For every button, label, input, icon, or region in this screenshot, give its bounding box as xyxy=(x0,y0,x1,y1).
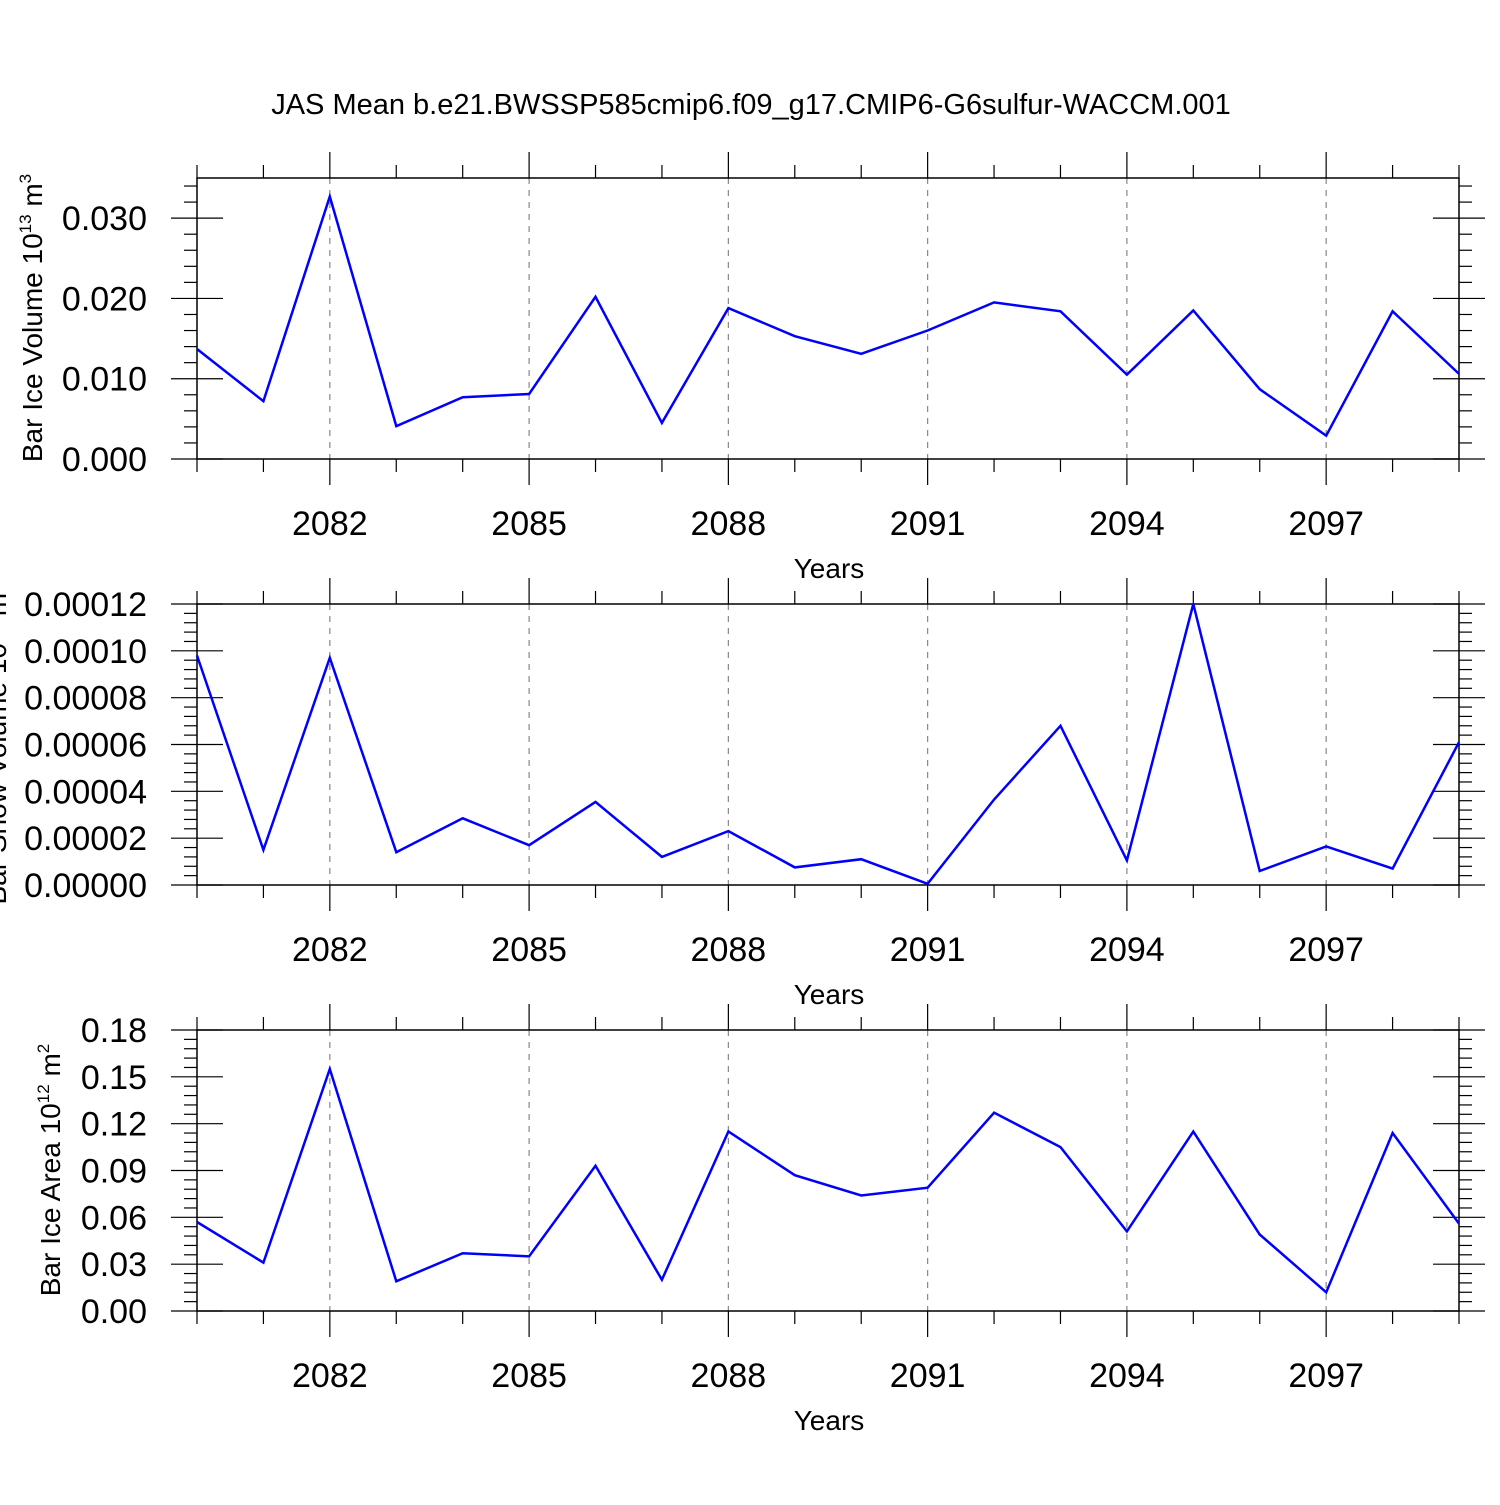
y-tick-label: 0.12 xyxy=(81,1106,147,1144)
x-tick-label: 2085 xyxy=(491,931,567,969)
y-tick-label: 0.09 xyxy=(81,1153,147,1191)
x-axis-label: Years xyxy=(794,979,865,1010)
y-axis-label: Bar Ice Area 1012 m2 xyxy=(34,1044,66,1297)
series-line xyxy=(197,1069,1459,1292)
y-axis-label: Bar Snow Volume 1013 m3 xyxy=(0,584,12,905)
panel-3: 2082 2085 2088 2091 2094 2097 Years 0.00 0.03 0.0… xyxy=(34,1004,1485,1436)
y-tick-label: 0.030 xyxy=(62,200,147,238)
x-tick-label: 2094 xyxy=(1089,931,1165,969)
series-line xyxy=(197,197,1459,436)
x-axis-label: Years xyxy=(794,1405,865,1436)
y-tick-label: 0.00006 xyxy=(24,727,147,765)
x-tick-label: 2088 xyxy=(691,505,767,543)
x-tick-label: 2088 xyxy=(691,1357,767,1395)
y-tick-label: 0.00000 xyxy=(24,867,147,905)
x-tick-label: 2091 xyxy=(890,1357,966,1395)
panel-1: 2082 2085 2088 2091 2094 2097 Years 0.000 0.010 0… xyxy=(16,152,1485,584)
y-axis-label: Bar Ice Volume 1013 m3 xyxy=(16,174,48,462)
x-tick-label: 2097 xyxy=(1288,1357,1364,1395)
x-tick-label: 2082 xyxy=(292,1357,368,1395)
y-tick-label: 0.00008 xyxy=(24,680,147,718)
plot-frame xyxy=(197,178,1459,459)
x-tick-label: 2094 xyxy=(1089,1357,1165,1395)
y-tick-label: 0.15 xyxy=(81,1059,147,1097)
x-tick-label: 2091 xyxy=(890,505,966,543)
chart-title: JAS Mean b.e21.BWSSP585cmip6.f09_g17.CMI… xyxy=(271,89,1231,121)
y-tick-label: 0.020 xyxy=(62,280,147,318)
panel-2: 2082 2085 2088 2091 2094 2097 Years 0.00000 0.00… xyxy=(0,578,1485,1010)
y-tick-label: 0.00010 xyxy=(24,633,147,671)
series-line xyxy=(197,604,1459,884)
x-tick-label: 2091 xyxy=(890,931,966,969)
y-tick-label: 0.06 xyxy=(81,1199,147,1237)
y-tick-label: 0.03 xyxy=(81,1246,147,1284)
y-tick-label: 0.18 xyxy=(81,1012,147,1050)
y-tick-label: 0.00012 xyxy=(24,586,147,624)
y-tick-label: 0.010 xyxy=(62,361,147,399)
y-tick-label: 0.00004 xyxy=(24,773,147,811)
y-tick-label: 0.00 xyxy=(81,1293,147,1331)
x-tick-label: 2094 xyxy=(1089,505,1165,543)
x-tick-label: 2097 xyxy=(1288,505,1364,543)
x-tick-label: 2082 xyxy=(292,505,368,543)
x-tick-label: 2085 xyxy=(491,1357,567,1395)
y-tick-label: 0.000 xyxy=(62,441,147,479)
plot-frame xyxy=(197,604,1459,885)
plot-frame xyxy=(197,1030,1459,1311)
x-tick-label: 2082 xyxy=(292,931,368,969)
x-axis-label: Years xyxy=(794,553,865,584)
y-tick-label: 0.00002 xyxy=(24,820,147,858)
x-tick-label: 2097 xyxy=(1288,931,1364,969)
x-tick-label: 2088 xyxy=(691,931,767,969)
x-tick-label: 2085 xyxy=(491,505,567,543)
